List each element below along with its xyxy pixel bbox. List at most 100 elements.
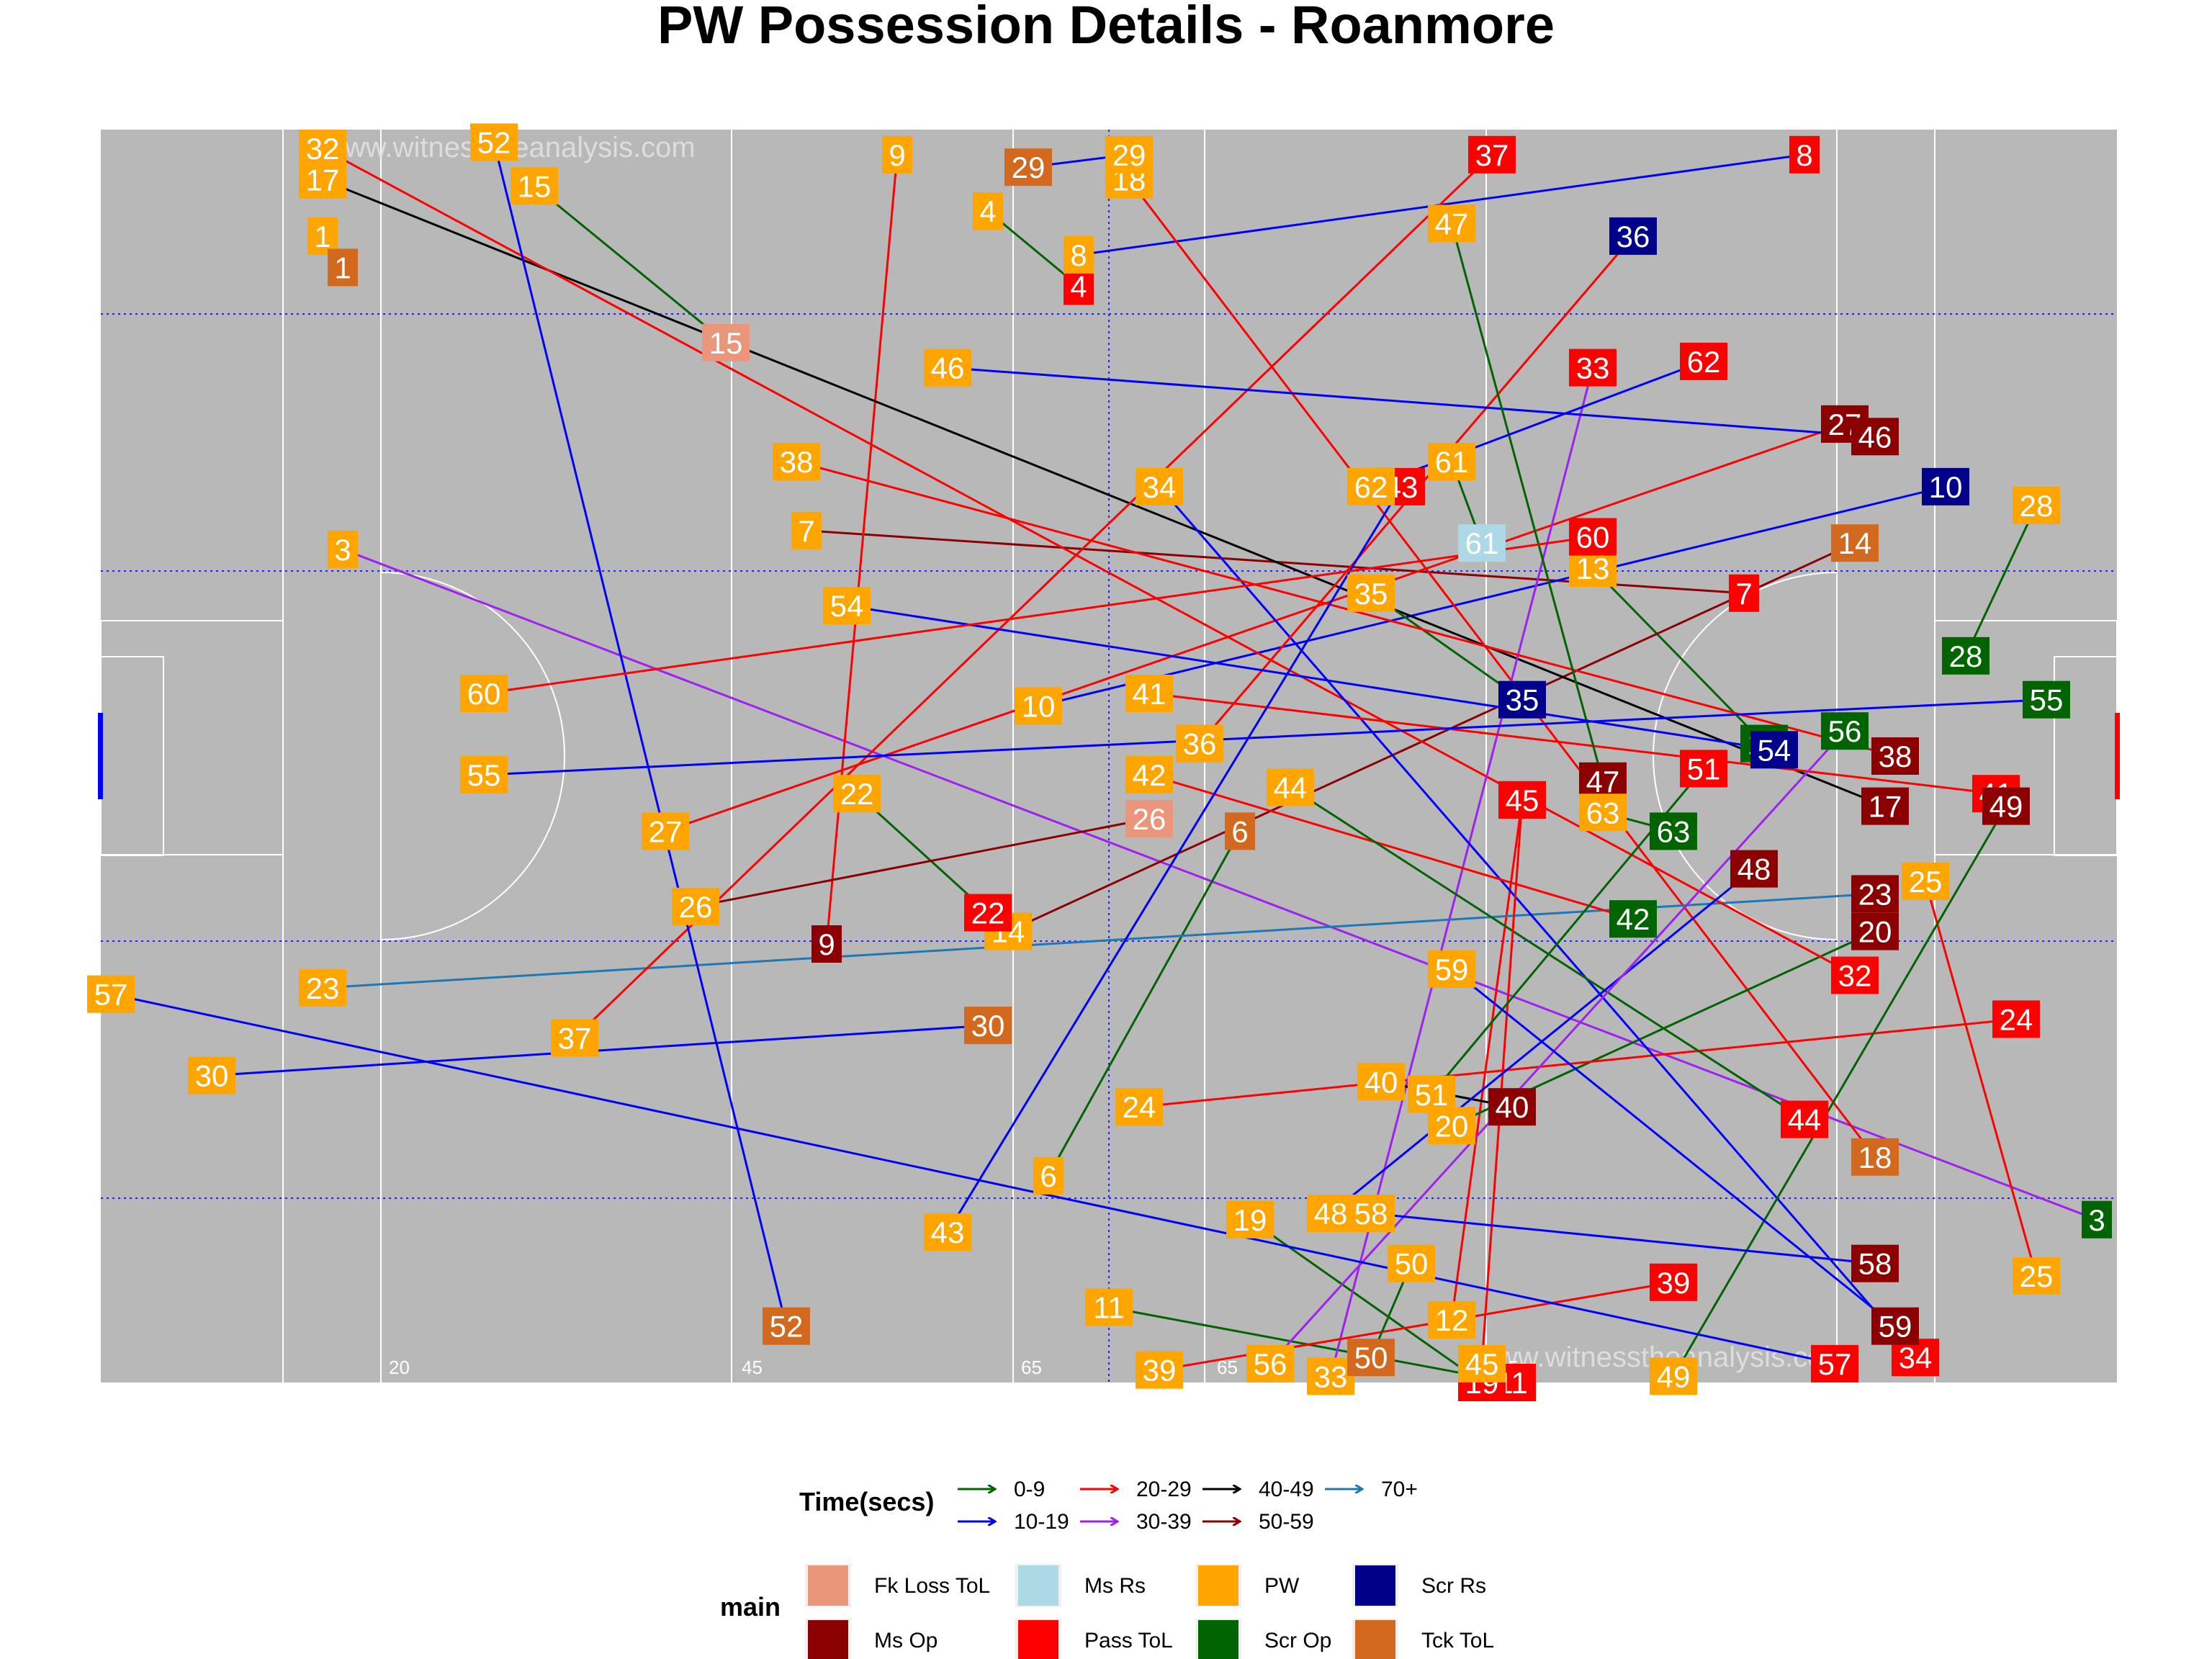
main-legend-item-Ms Rs: Ms Rs: [1015, 1564, 1146, 1607]
start-label-50: 50: [1388, 1244, 1435, 1282]
main-legend-item-Scr Op: Scr Op: [1195, 1619, 1331, 1659]
end-label-52-text: 52: [770, 1310, 804, 1344]
start-label-52-box: [470, 123, 518, 161]
end-label-22: 22: [964, 894, 1012, 932]
start-label-45-text: 45: [1465, 1347, 1499, 1381]
start-label-42: 42: [1125, 756, 1173, 794]
start-label-9: 9: [882, 135, 912, 174]
end-label-30: 30: [964, 1007, 1012, 1045]
right-goal: [2115, 713, 2120, 799]
start-label-62-box: [1347, 467, 1395, 505]
possession-line-24: [1138, 1019, 2016, 1108]
start-label-56-text: 56: [1254, 1347, 1287, 1381]
start-label-6: 6: [1033, 1156, 1064, 1195]
main-legend-item-Fk Loss ToL: Fk Loss ToL: [805, 1564, 990, 1607]
end-label-38-box: [1871, 737, 1919, 775]
end-label-34-text: 34: [1899, 1341, 1933, 1375]
end-label-42-box: [1609, 900, 1657, 938]
end-label-40: 40: [1488, 1088, 1536, 1126]
main-legend-label: Ms Op: [874, 1629, 938, 1653]
end-label-28-box: [1942, 637, 1990, 675]
start-label-20-text: 20: [1435, 1109, 1469, 1143]
end-label-63-box: [1650, 812, 1697, 850]
possession-line-56: [1269, 731, 1845, 1364]
start-label-35-text: 35: [1354, 577, 1388, 611]
start-label-32-text: 32: [306, 132, 340, 166]
end-label-30-text: 30: [971, 1009, 1005, 1043]
start-label-10-text: 10: [1022, 689, 1056, 723]
end-label-20-text: 20: [1858, 915, 1892, 949]
start-label-17: 17: [299, 161, 346, 199]
start-label-15-box: [511, 167, 558, 205]
end-label-36-box: [1609, 217, 1657, 255]
start-label-1-box: [307, 217, 338, 255]
start-label-34-text: 34: [1143, 470, 1177, 504]
end-label-57-text: 57: [1818, 1347, 1852, 1381]
start-label-54-box: [823, 587, 871, 625]
end-label-17-box: [1861, 787, 1909, 825]
start-label-48-text: 48: [1314, 1197, 1348, 1231]
end-label-45-text: 45: [1506, 783, 1539, 817]
start-label-41: 41: [1125, 675, 1173, 712]
start-label-61-text: 61: [1435, 445, 1469, 479]
possession-line-34: [1158, 485, 1915, 1357]
start-label-63: 63: [1579, 793, 1627, 832]
possession-line-28: [1966, 505, 2038, 656]
start-label-23: 23: [299, 968, 346, 1007]
main-legend-swatch: [1018, 1565, 1058, 1606]
end-label-49-box: [1982, 787, 2030, 825]
start-label-12: 12: [1428, 1301, 1475, 1339]
end-label-54: 54: [1750, 731, 1798, 769]
possession-line-15: [534, 185, 726, 343]
end-label-34-box: [1892, 1339, 1939, 1377]
end-label-42: 42: [1609, 900, 1657, 938]
main-legend-swatch: [1355, 1565, 1395, 1606]
end-label-28-text: 28: [1949, 639, 1983, 673]
possession-line-27: [665, 424, 1845, 832]
start-label-4: 4: [973, 192, 1003, 230]
end-label-33-text: 33: [1576, 351, 1610, 385]
start-label-44: 44: [1267, 768, 1314, 806]
possession-line-26: [695, 819, 1149, 908]
end-label-38: 38: [1871, 737, 1919, 775]
end-label-15-box: [702, 323, 750, 361]
start-label-9-text: 9: [889, 138, 905, 172]
start-label-3-box: [328, 530, 358, 568]
end-label-7-text: 7: [1735, 577, 1752, 611]
end-label-33-box: [1569, 349, 1617, 387]
end-label-17-text: 17: [1869, 790, 1902, 824]
end-label-18: 18: [1851, 1138, 1899, 1176]
start-label-51-box: [1408, 1075, 1455, 1113]
start-label-50-box: [1388, 1244, 1435, 1282]
end-label-51-text: 51: [1687, 752, 1721, 786]
start-label-52: 52: [470, 123, 518, 161]
end-label-29-text: 29: [1012, 150, 1046, 184]
end-label-23-box: [1851, 875, 1899, 913]
start-label-38: 38: [773, 443, 820, 481]
main-legend-label: Scr Rs: [1421, 1574, 1486, 1598]
end-label-18-box: [1851, 1138, 1899, 1176]
time-legend-label: 20-29: [1136, 1478, 1192, 1501]
end-label-48: 48: [1730, 850, 1778, 888]
main-legend-item-Ms Op: Ms Op: [805, 1619, 938, 1659]
end-label-9: 9: [811, 925, 842, 963]
start-label-20-box: [1428, 1107, 1475, 1145]
start-label-19: 19: [1226, 1200, 1274, 1238]
start-label-32-box: [299, 130, 346, 168]
end-label-10: 10: [1922, 467, 1969, 505]
start-label-33: 33: [1307, 1357, 1354, 1395]
end-label-52: 52: [763, 1307, 810, 1345]
possession-line-22: [855, 793, 988, 912]
end-label-42-text: 42: [1617, 902, 1650, 936]
end-label-8-box: [1789, 135, 1820, 174]
end-label-56-box: [1821, 712, 1869, 750]
start-label-15: 15: [511, 167, 558, 205]
start-label-59: 59: [1428, 950, 1475, 988]
start-label-57-text: 57: [94, 978, 128, 1012]
end-label-26-text: 26: [1133, 802, 1166, 836]
start-label-43-text: 43: [931, 1215, 965, 1249]
start-label-44-box: [1267, 768, 1314, 806]
start-label-7-text: 7: [798, 514, 814, 548]
possession-line-45: [1480, 800, 1522, 1364]
start-label-35: 35: [1347, 574, 1395, 612]
